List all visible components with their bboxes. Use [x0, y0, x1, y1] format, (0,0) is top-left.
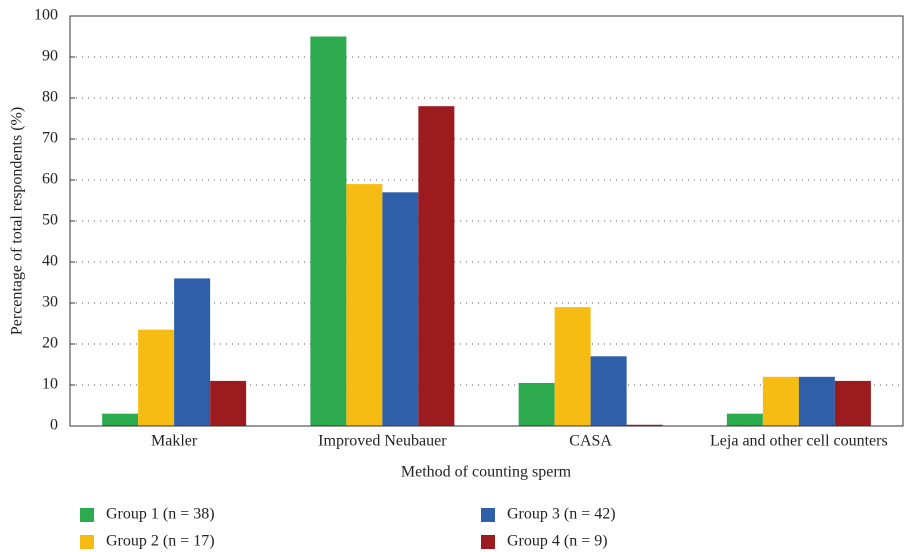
x-axis-title: Method of counting sperm: [401, 464, 572, 481]
y-tick-label: 10: [42, 376, 58, 393]
bar: [762, 376, 799, 426]
plot-frame: [69, 15, 904, 427]
bar: [834, 380, 871, 426]
bar: [174, 278, 211, 426]
legend-swatch: [80, 508, 94, 522]
legend-swatch: [481, 508, 495, 522]
x-tick-label: CASA: [569, 433, 612, 450]
bar: [626, 424, 663, 426]
y-tick-label: 50: [42, 212, 58, 229]
x-tick-label: Improved Neubauer: [318, 433, 447, 450]
legend-label: Group 2 (n = 17): [106, 533, 215, 550]
bar: [310, 36, 347, 426]
legend-swatch: [80, 535, 94, 549]
bar: [102, 413, 139, 426]
y-tick-label: 0: [50, 417, 58, 434]
y-axis-title: Percentage of total respondents (%): [9, 107, 26, 335]
y-tick-label: 90: [42, 48, 58, 65]
y-tick-label: 100: [34, 7, 58, 24]
bar: [798, 376, 835, 426]
bar: [590, 356, 627, 426]
legend-swatch: [481, 535, 495, 549]
y-tick-label: 40: [42, 253, 58, 270]
y-tick-label: 70: [42, 130, 58, 147]
y-tick-label: 20: [42, 335, 58, 352]
x-tick-label: Makler: [151, 433, 198, 450]
bar: [210, 380, 247, 426]
legend-label: Group 1 (n = 38): [106, 506, 215, 523]
bar: [726, 413, 763, 426]
bar: [346, 184, 383, 426]
y-tick-label: 60: [42, 171, 58, 188]
bar: [554, 307, 591, 426]
legend-label: Group 4 (n = 9): [507, 533, 608, 550]
bar: [382, 192, 419, 426]
y-tick-label: 30: [42, 294, 58, 311]
legend-label: Group 3 (n = 42): [507, 506, 616, 523]
x-tick-label: Leja and other cell counters: [710, 433, 888, 450]
bar: [418, 106, 455, 426]
y-tick-label: 80: [42, 89, 58, 106]
bar: [138, 329, 175, 426]
bar: [518, 382, 555, 426]
